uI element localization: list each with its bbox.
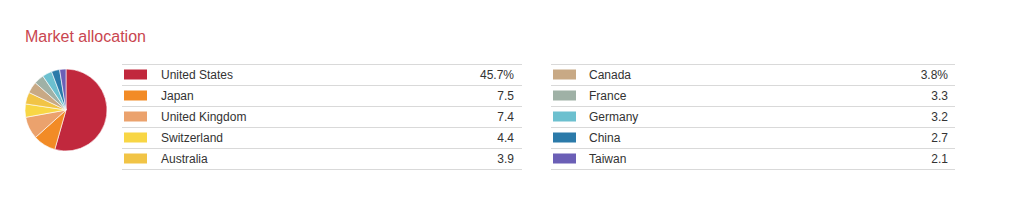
legend-swatch <box>124 154 147 164</box>
legend-label: Switzerland <box>161 131 223 145</box>
pie-slice <box>52 70 66 110</box>
title: Market allocation <box>25 28 146 45</box>
legend-label: Japan <box>161 89 194 103</box>
legend-label: Taiwan <box>589 152 626 166</box>
legend-swatch <box>553 70 576 80</box>
legend-swatch <box>553 112 576 122</box>
row-separator <box>551 106 955 107</box>
pie-slice <box>60 69 66 110</box>
pie <box>25 69 107 151</box>
legend-value: 2.7 <box>931 131 948 145</box>
legend-swatch <box>124 91 147 101</box>
legend-value: 3.9 <box>497 152 514 166</box>
legend-label: United Kingdom <box>161 110 246 124</box>
row-separator <box>551 148 955 149</box>
legend-label: Canada <box>589 68 631 82</box>
legend-label: United States <box>161 68 233 82</box>
legend-label: Germany <box>589 110 638 124</box>
row-separator <box>551 64 955 65</box>
row-separator <box>551 169 955 170</box>
legend-value: 45.7% <box>480 68 514 82</box>
legend-value: 2.1 <box>931 152 948 166</box>
legend-label: France <box>589 89 627 103</box>
row-separator <box>122 169 522 170</box>
legend-value: 3.2 <box>931 110 948 124</box>
legend-value: 4.4 <box>497 131 514 145</box>
legend-swatch <box>553 133 576 143</box>
legend-value: 3.8% <box>921 68 949 82</box>
chart: Market allocation United States 45.7% Japan… <box>0 0 1024 219</box>
legend-swatch <box>553 91 576 101</box>
legend: United States 45.7% Japan 7.5 United Kingdom… <box>122 65 955 170</box>
legend-swatch <box>124 70 147 80</box>
row-separator <box>551 127 955 128</box>
row-separator <box>122 148 522 149</box>
legend-swatch <box>124 133 147 143</box>
legend-swatch <box>553 154 576 164</box>
row-separator <box>551 85 955 86</box>
legend-value: 7.5 <box>497 89 514 103</box>
row-separator <box>122 64 522 65</box>
legend-value: 7.4 <box>497 110 514 124</box>
row-separator <box>122 127 522 128</box>
legend-label: Australia <box>161 152 208 166</box>
row-separator <box>122 106 522 107</box>
legend-label: China <box>589 131 621 145</box>
row-separator <box>122 85 522 86</box>
legend-swatch <box>124 112 147 122</box>
legend-value: 3.3 <box>931 89 948 103</box>
